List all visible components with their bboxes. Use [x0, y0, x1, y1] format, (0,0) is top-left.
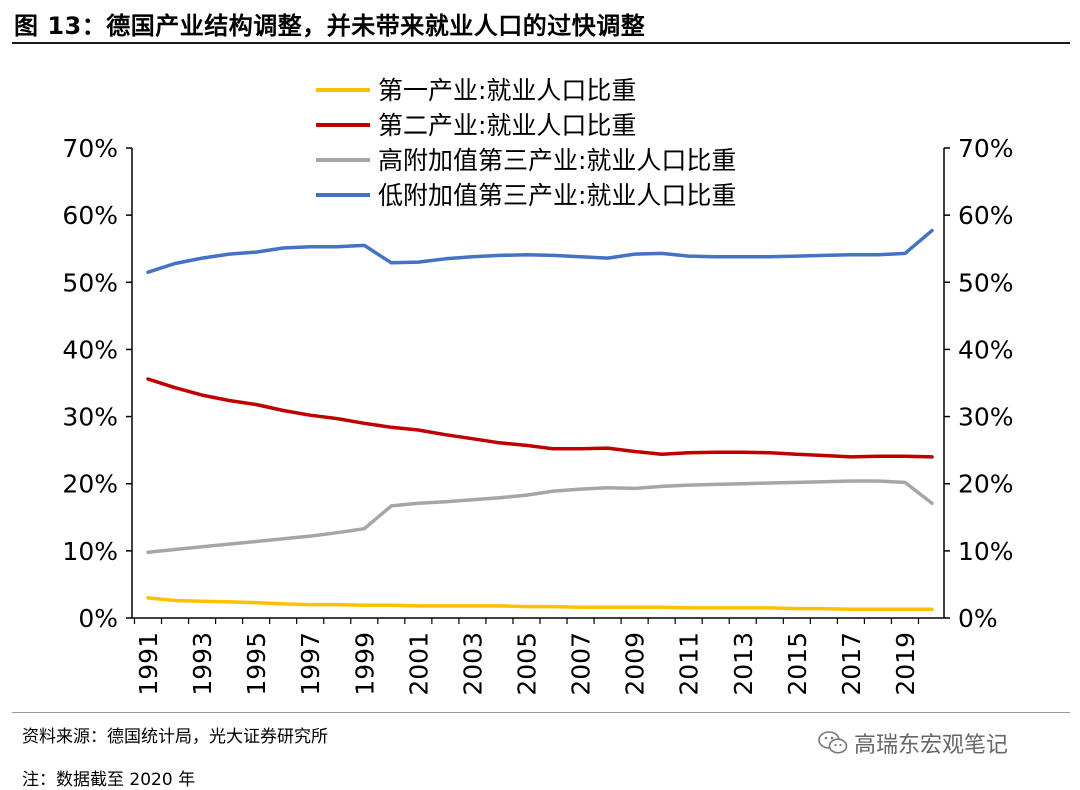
right-y-tick-label: 30%	[958, 403, 1014, 432]
watermark: 高瑞东宏观笔记	[818, 727, 1008, 759]
left-y-axis: 0% 10% 20% 30% 40% 50% 60% 70%	[62, 134, 132, 633]
x-tick-label: 2009	[621, 632, 650, 696]
x-tick-label: 2017	[837, 632, 866, 696]
x-tick-label: 2003	[458, 632, 487, 696]
series-line-2	[146, 377, 934, 459]
chart-axes	[131, 148, 945, 619]
left-y-tick-label: 10%	[62, 537, 118, 566]
data-note: 注：数据截至 2020 年	[22, 770, 196, 790]
legend-label-1: 第一产业:就业人口比重	[378, 76, 636, 105]
x-tick-label: 1991	[134, 632, 163, 696]
wechat-icon	[818, 731, 848, 754]
legend-label-2: 第二产业:就业人口比重	[378, 111, 636, 140]
x-tick-label: 2015	[783, 632, 812, 696]
x-tick-label: 2005	[512, 632, 541, 696]
left-y-tick-label: 50%	[62, 268, 118, 297]
series-line-3	[146, 479, 934, 554]
watermark-text: 高瑞东宏观笔记	[854, 733, 1009, 758]
left-y-tick-label: 70%	[62, 134, 118, 163]
x-tick-label: 2019	[891, 632, 920, 696]
x-tick-label: 1993	[188, 632, 217, 696]
x-tick-label: 1997	[296, 632, 325, 696]
left-y-tick-label: 30%	[62, 403, 118, 432]
legend-label-4: 低附加值第三产业:就业人口比重	[378, 181, 736, 210]
right-y-tick-label: 50%	[958, 268, 1014, 297]
chart-legend: 第一产业:就业人口比重第二产业:就业人口比重高附加值第三产业:就业人口比重低附加…	[316, 76, 736, 210]
right-y-axis: 0% 10% 20% 30% 40% 50% 60% 70%	[944, 134, 1014, 633]
left-y-tick-label: 0%	[78, 604, 118, 633]
x-tick-label: 1999	[350, 632, 379, 696]
right-y-tick-label: 70%	[958, 134, 1014, 163]
chart-series	[146, 228, 934, 612]
series-line-4	[146, 228, 934, 274]
x-axis: 1991 1993 1995 1997 1999 2001 2003 2005 2007 2009…	[133, 618, 920, 696]
footer-divider	[12, 712, 1070, 713]
right-y-tick-label: 10%	[958, 537, 1014, 566]
right-y-tick-label: 60%	[958, 201, 1014, 230]
series-line-1	[146, 596, 934, 612]
x-tick-label: 2013	[729, 632, 758, 696]
x-tick-label: 2011	[675, 632, 704, 696]
title-divider	[12, 42, 1070, 44]
x-tick-label: 2001	[404, 632, 433, 696]
page-title: 图 13：德国产业结构调整，并未带来就业人口的过快调整	[14, 12, 646, 40]
right-y-tick-label: 40%	[958, 335, 1014, 364]
left-y-tick-label: 40%	[62, 335, 118, 364]
line-chart: 0% 10% 20% 30% 40% 50% 60% 70% 0% 10% 20% 30% 40% 50…	[62, 76, 1014, 696]
x-tick-label: 2007	[567, 632, 596, 696]
left-y-tick-label: 20%	[62, 470, 118, 499]
legend-label-3: 高附加值第三产业:就业人口比重	[378, 146, 736, 175]
right-y-tick-label: 0%	[958, 604, 998, 633]
x-tick-label: 1995	[242, 632, 271, 696]
source-note: 资料来源：德国统计局，光大证券研究所	[22, 727, 328, 747]
left-y-tick-label: 60%	[62, 201, 118, 230]
right-y-tick-label: 20%	[958, 470, 1014, 499]
